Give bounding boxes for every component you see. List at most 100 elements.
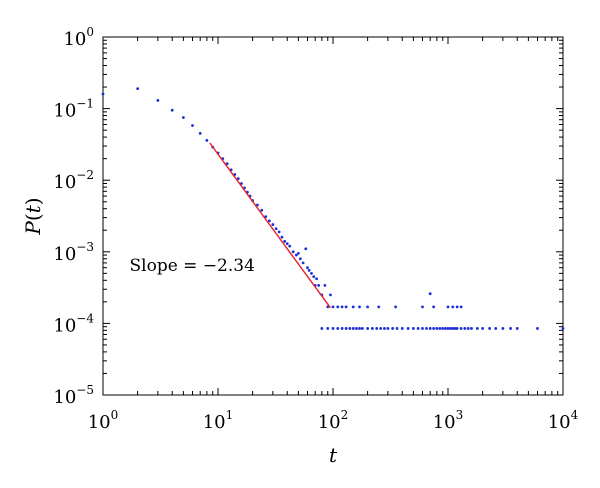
y-tick-label: 10−4 (53, 311, 94, 336)
data-point (323, 283, 327, 287)
data-point (377, 305, 381, 309)
data-point (449, 327, 452, 330)
data-point (370, 327, 374, 330)
x-tick-labels: 100 101 102 103 104 (88, 408, 579, 433)
data-point (348, 327, 352, 330)
data-point (198, 132, 202, 135)
data-point (181, 116, 185, 119)
y-tick-label: 10−5 (53, 383, 94, 408)
data-point (428, 292, 432, 296)
y-label-close-paren: ) (21, 197, 45, 205)
y-label-open-paren: ( (21, 213, 45, 221)
data-point (260, 208, 264, 212)
data-point (386, 327, 390, 330)
data-point (315, 277, 318, 281)
data-point (336, 305, 340, 309)
data-point (366, 327, 370, 330)
data-point (336, 327, 340, 330)
data-point (561, 327, 565, 330)
x-axis-label: t (329, 443, 338, 467)
y-tick-label: 10−2 (53, 168, 94, 193)
y-label-p: P (21, 221, 45, 236)
data-point (455, 327, 459, 330)
data-point (291, 250, 295, 254)
data-point (379, 327, 383, 330)
data-point (459, 327, 463, 330)
data-point (306, 266, 309, 270)
data-point (432, 305, 436, 309)
data-point (326, 327, 330, 330)
data-point (312, 275, 316, 279)
x-tick-label: 100 (88, 408, 119, 433)
data-point (191, 124, 194, 127)
data-point (156, 99, 160, 102)
data-point (307, 268, 311, 272)
y-tick-label: 10−3 (53, 240, 94, 265)
data-point (375, 327, 379, 330)
data-point (304, 247, 308, 251)
y-ticks (103, 36, 563, 396)
data-point (360, 327, 364, 330)
data-point (536, 327, 539, 330)
data-point (351, 327, 355, 330)
data-point (459, 305, 463, 309)
data-point (170, 108, 174, 112)
x-tick-label: 101 (203, 408, 234, 433)
data-point (340, 327, 344, 330)
data-point (358, 327, 361, 330)
data-point (358, 305, 361, 309)
x-tick-label: 104 (548, 408, 579, 433)
data-point (481, 327, 485, 330)
data-point (411, 327, 415, 330)
data-point (394, 305, 397, 309)
data-point (444, 327, 447, 330)
data-point (488, 327, 491, 330)
y-label-t: t (21, 204, 45, 213)
data-point (285, 242, 289, 246)
data-point (441, 327, 445, 330)
plot-frame (102, 36, 564, 396)
data-point (470, 327, 473, 330)
data-point (274, 227, 278, 231)
data-point (425, 327, 428, 330)
data-point (501, 327, 505, 330)
y-axis-label: P(t) (21, 197, 45, 235)
data-point (451, 305, 455, 309)
data-point (329, 293, 332, 297)
data-point (509, 327, 512, 330)
y-tick-label: 100 (63, 25, 94, 50)
data-point (451, 327, 455, 330)
data-point (268, 219, 271, 223)
data-point (351, 305, 355, 309)
data-point (446, 305, 450, 309)
data-point (391, 327, 395, 330)
data-point (294, 253, 298, 257)
data-point (383, 327, 386, 330)
data-point (310, 271, 313, 275)
data-point (494, 327, 498, 330)
data-point (205, 138, 209, 142)
data-point (455, 305, 459, 309)
data-point (271, 223, 275, 226)
data-point (453, 327, 457, 330)
data-points (101, 87, 565, 330)
data-point (344, 305, 348, 309)
data-point (296, 251, 300, 255)
data-point (475, 327, 479, 330)
y-tick-labels: 100 10−1 10−2 10−3 10−4 10−5 (53, 25, 94, 408)
data-point (395, 327, 399, 330)
data-point (283, 239, 287, 243)
data-point (355, 327, 358, 330)
data-point (317, 283, 321, 287)
data-point (101, 92, 105, 96)
slope-annotation: Slope = −2.34 (130, 256, 255, 276)
data-point (463, 327, 467, 330)
data-point (421, 327, 424, 330)
data-point (438, 327, 442, 330)
data-point (298, 257, 302, 261)
data-point (466, 327, 470, 330)
data-point (406, 327, 410, 330)
data-point (255, 203, 259, 207)
data-point (446, 327, 450, 330)
